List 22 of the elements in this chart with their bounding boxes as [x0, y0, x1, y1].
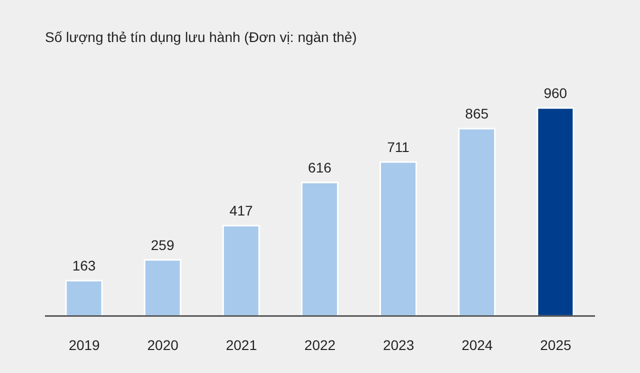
bar — [458, 128, 496, 317]
data-label: 865 — [465, 106, 489, 122]
data-label: 616 — [308, 160, 332, 176]
x-tick-label: 2024 — [462, 336, 493, 353]
x-tick-label: 2021 — [226, 336, 258, 353]
bar — [222, 224, 260, 317]
bar — [536, 107, 574, 317]
data-label: 960 — [544, 85, 568, 101]
data-label: 711 — [387, 138, 410, 155]
x-tick-label: 2025 — [540, 336, 572, 353]
x-tick-label: 2022 — [304, 336, 336, 353]
data-label: 163 — [72, 258, 96, 274]
chart-title: Số lượng thẻ tín dụng lưu hành (Đơn vị: ngàn thẻ) — [45, 29, 357, 45]
data-label: 417 — [229, 202, 254, 219]
bar — [65, 280, 103, 317]
bar — [144, 259, 182, 317]
bar — [300, 182, 338, 317]
data-label: 259 — [150, 236, 174, 253]
x-tick-label: 2023 — [382, 336, 414, 353]
bar — [380, 161, 418, 317]
x-tick-label: 2019 — [68, 336, 100, 353]
x-tick-label: 2020 — [147, 336, 179, 353]
